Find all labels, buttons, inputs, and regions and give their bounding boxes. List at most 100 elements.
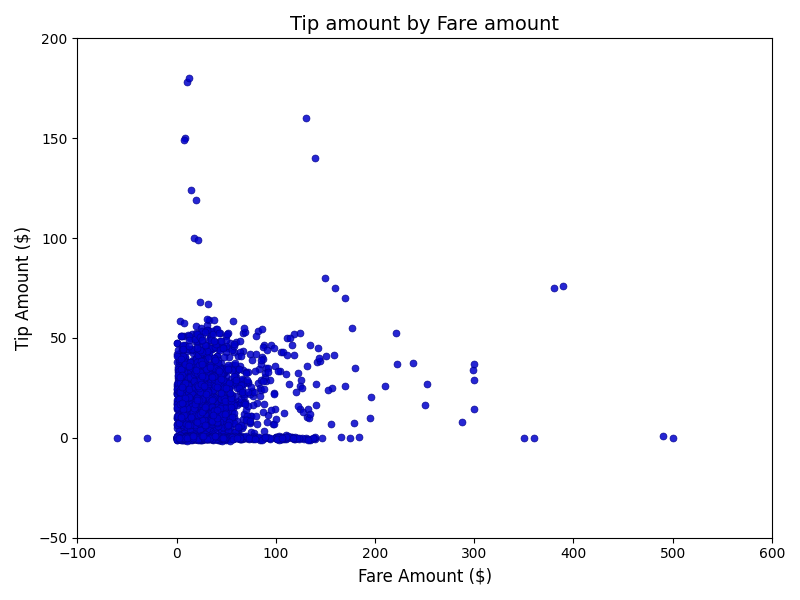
- Point: [198, 415, 211, 425]
- Point: [192, 396, 205, 406]
- Point: [181, 372, 194, 382]
- Point: [195, 400, 208, 409]
- Point: [173, 400, 186, 410]
- Point: [182, 344, 194, 354]
- Point: [205, 335, 218, 345]
- Point: [177, 435, 190, 445]
- Point: [206, 343, 218, 353]
- Point: [208, 353, 221, 363]
- Point: [193, 380, 206, 389]
- Point: [230, 383, 243, 393]
- Point: [210, 376, 223, 386]
- Point: [213, 377, 226, 387]
- Point: [180, 371, 193, 381]
- Point: [230, 375, 242, 385]
- Point: [170, 402, 183, 412]
- Point: [206, 385, 218, 395]
- Point: [179, 433, 192, 442]
- Point: [230, 366, 242, 376]
- Point: [179, 389, 192, 398]
- Point: [286, 433, 298, 442]
- Point: [182, 402, 195, 412]
- Point: [185, 403, 198, 412]
- Point: [178, 387, 191, 397]
- Point: [171, 413, 184, 423]
- Point: [184, 432, 197, 442]
- Point: [227, 401, 240, 410]
- Point: [254, 385, 267, 394]
- Point: [176, 355, 189, 364]
- Point: [290, 433, 303, 442]
- Point: [220, 435, 233, 445]
- Point: [206, 366, 219, 376]
- Point: [235, 433, 248, 443]
- Point: [233, 383, 246, 392]
- Point: [222, 418, 235, 427]
- Point: [170, 433, 183, 442]
- Point: [216, 416, 229, 425]
- Point: [177, 404, 190, 414]
- Point: [178, 433, 190, 442]
- Point: [182, 335, 195, 344]
- Point: [182, 367, 194, 376]
- Point: [202, 416, 214, 425]
- Point: [179, 394, 192, 403]
- Point: [268, 344, 281, 353]
- Point: [195, 360, 208, 370]
- Point: [179, 431, 192, 441]
- Point: [257, 434, 270, 443]
- Point: [190, 409, 202, 419]
- Point: [201, 417, 214, 427]
- Point: [313, 356, 326, 366]
- Point: [275, 347, 288, 357]
- Point: [234, 398, 246, 408]
- Point: [221, 425, 234, 435]
- Point: [178, 433, 191, 443]
- Point: [175, 391, 188, 401]
- Point: [179, 433, 192, 443]
- Point: [182, 402, 195, 412]
- Point: [237, 376, 250, 386]
- Point: [202, 389, 214, 398]
- Point: [294, 404, 306, 414]
- Point: [192, 435, 205, 445]
- Point: [182, 430, 194, 439]
- Point: [179, 419, 192, 428]
- Point: [224, 392, 237, 402]
- Point: [170, 432, 183, 442]
- Point: [214, 434, 226, 443]
- Point: [185, 433, 198, 443]
- Point: [206, 424, 218, 433]
- Point: [302, 413, 315, 423]
- Point: [214, 345, 226, 355]
- Point: [213, 370, 226, 379]
- Point: [191, 431, 204, 441]
- Point: [189, 379, 202, 389]
- Point: [178, 319, 190, 328]
- Point: [174, 433, 186, 443]
- Point: [187, 433, 200, 443]
- Point: [199, 389, 212, 399]
- Point: [196, 433, 209, 442]
- Point: [186, 431, 199, 441]
- Point: [177, 351, 190, 361]
- Point: [176, 340, 189, 349]
- Point: [308, 434, 321, 443]
- Point: [178, 340, 191, 350]
- Point: [181, 433, 194, 442]
- Point: [242, 415, 254, 425]
- Point: [174, 434, 187, 444]
- Point: [217, 376, 230, 385]
- Point: [173, 433, 186, 443]
- Point: [173, 371, 186, 381]
- Point: [272, 367, 285, 376]
- Point: [194, 389, 207, 399]
- Point: [180, 431, 193, 441]
- Point: [258, 368, 271, 377]
- Point: [244, 416, 257, 425]
- Point: [180, 433, 193, 443]
- Point: [174, 434, 187, 443]
- Point: [173, 386, 186, 396]
- Point: [182, 392, 194, 402]
- Point: [188, 432, 201, 442]
